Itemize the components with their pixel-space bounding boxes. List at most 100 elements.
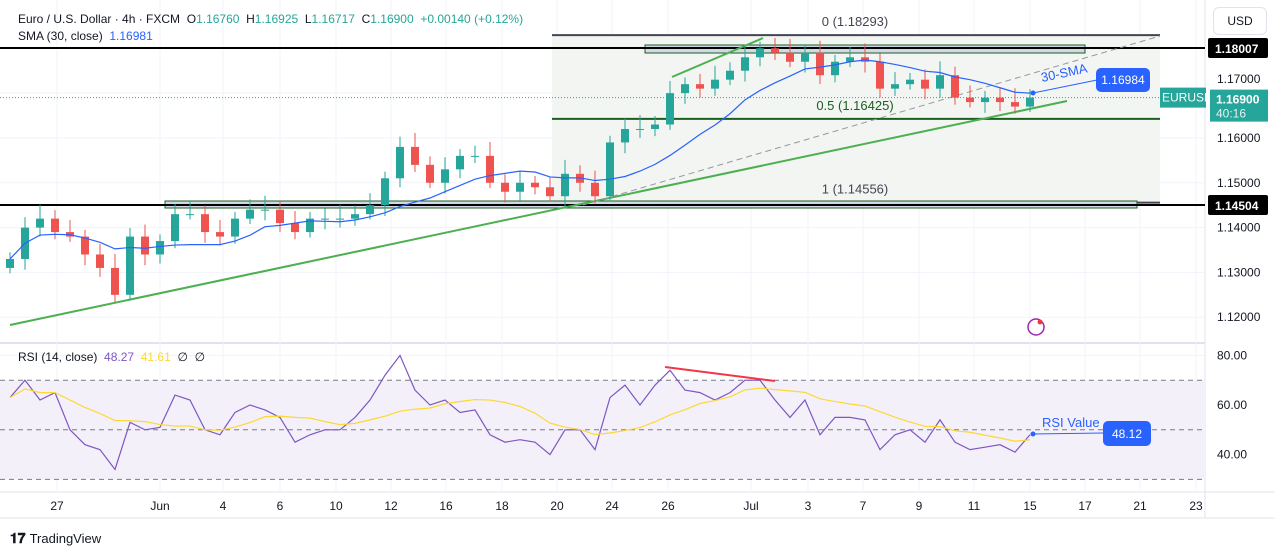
candle-body	[186, 214, 194, 216]
high-label: H	[246, 12, 255, 26]
candle-body	[96, 254, 104, 268]
high-value: 1.16925	[254, 12, 299, 26]
candle-body	[831, 61, 839, 76]
candle-body	[396, 146, 404, 179]
price-tick-label: 1.14000	[1217, 221, 1261, 235]
current-price-tag	[1210, 89, 1268, 122]
candle-body	[426, 164, 434, 183]
rsi-divergence-line	[664, 366, 776, 382]
candle-body	[456, 155, 464, 170]
level-price-tag	[1208, 195, 1268, 216]
candle-body	[36, 218, 44, 228]
candle-body	[441, 169, 449, 183]
alert-icon	[1027, 318, 1045, 336]
sma-value-label: 1.16984	[1101, 73, 1145, 87]
candle-body	[756, 48, 764, 58]
time-tick-label: 27	[50, 499, 64, 513]
candle-body	[561, 173, 569, 197]
candle-body	[741, 57, 749, 71]
candle-body	[111, 267, 119, 295]
channel-trend-line	[671, 37, 764, 78]
candle-body	[486, 155, 494, 183]
close-label: C	[361, 12, 371, 26]
candle-body	[471, 155, 479, 157]
candle-body	[291, 223, 299, 233]
rsi-extra-value: ∅	[194, 350, 206, 364]
time-tick-label: 9	[916, 499, 923, 513]
candle-body	[786, 52, 794, 62]
candle-body	[156, 241, 164, 255]
change: +0.00140 (+0.12%)	[420, 12, 524, 26]
tradingview-icon: 𝟏𝟕	[10, 530, 26, 546]
candle-body	[606, 142, 614, 197]
price-tick-label: 1.16000	[1217, 131, 1261, 145]
rsi-label: RSI (14, close)	[18, 350, 98, 364]
rsi-ma-line	[9, 387, 1031, 442]
candle-body	[126, 236, 134, 295]
rsi-legend[interactable]: RSI (14, close) 48.27 41.61 ∅ ∅	[18, 350, 205, 364]
price-tick-label: 1.12000	[1217, 310, 1261, 324]
sma-legend[interactable]: SMA (30, close) 1.16981	[18, 29, 153, 43]
price-tick-label: 1.15000	[1217, 176, 1261, 190]
time-tick-label: 17	[1078, 499, 1092, 513]
price-tick-label: 1.13000	[1217, 265, 1261, 279]
candle-body	[891, 84, 899, 89]
rsi-line	[9, 354, 1031, 471]
time-tick-label: Jun	[150, 499, 169, 513]
level-price-label: 1.14504	[1215, 199, 1259, 213]
sma-annotation-line	[1032, 79, 1098, 94]
time-tick-label: 3	[805, 499, 812, 513]
candle-body	[816, 52, 824, 76]
candle-body	[1011, 102, 1019, 107]
symbol-legend: Euro / U.S. Dollar · 4h · FXCM O1.16760 …	[18, 12, 523, 26]
sma-label: SMA (30, close)	[18, 29, 103, 43]
low-value: 1.16717	[311, 12, 355, 26]
rsi-tick-label: 80.00	[1217, 348, 1247, 362]
time-tick-label: 18	[495, 499, 509, 513]
fib-diagonal-dashed	[582, 35, 1161, 206]
candle-body	[666, 93, 674, 125]
time-tick-label: 10	[329, 499, 343, 513]
candle-body	[81, 236, 89, 255]
rsi-value-label: 48.12	[1112, 427, 1142, 441]
time-tick-label: 6	[277, 499, 284, 513]
time-tick-label: 16	[439, 499, 453, 513]
rsi-ma-value: 41.61	[140, 350, 171, 364]
time-tick-label: 20	[550, 499, 564, 513]
candle-body	[876, 61, 884, 89]
candle-body	[201, 214, 209, 233]
symbol-title[interactable]: Euro / U.S. Dollar · 4h · FXCM	[18, 12, 181, 26]
fib-level-label: 1 (1.14556)	[822, 182, 889, 197]
rsi-annotation-text: RSI Value	[1042, 415, 1100, 430]
tradingview-name: TradingView	[29, 531, 102, 546]
candle-body	[801, 52, 809, 62]
candle-body	[411, 146, 419, 165]
currency-button[interactable]: USD	[1213, 7, 1267, 35]
rsi-tick-label: 40.00	[1217, 448, 1247, 462]
candle-body	[636, 128, 644, 130]
tradingview-logo[interactable]: 𝟏𝟕 TradingView	[10, 530, 101, 547]
rsi-extra-value: ∅	[177, 350, 188, 364]
time-tick-label: 7	[860, 499, 867, 513]
alert-dot	[1037, 319, 1043, 325]
candle-body	[141, 236, 149, 255]
candle-body	[966, 97, 974, 103]
level-price-tag	[1208, 38, 1268, 58]
symbol-tag	[1160, 87, 1206, 108]
candle-body	[651, 124, 659, 129]
candle-body	[366, 205, 374, 215]
sma-line	[9, 59, 1031, 260]
candle-body	[771, 48, 779, 53]
price-tick-label: 1.17000	[1217, 72, 1261, 86]
low-label: L	[304, 12, 312, 26]
close-value: 1.16900	[370, 12, 414, 26]
candle-body	[906, 79, 914, 85]
candle-body	[516, 182, 524, 192]
candle-body	[261, 209, 269, 211]
candle-body	[51, 218, 59, 233]
candle-body	[381, 178, 389, 206]
symbol-tag-label: EURUSD	[1162, 91, 1213, 105]
candle-body	[921, 79, 929, 89]
